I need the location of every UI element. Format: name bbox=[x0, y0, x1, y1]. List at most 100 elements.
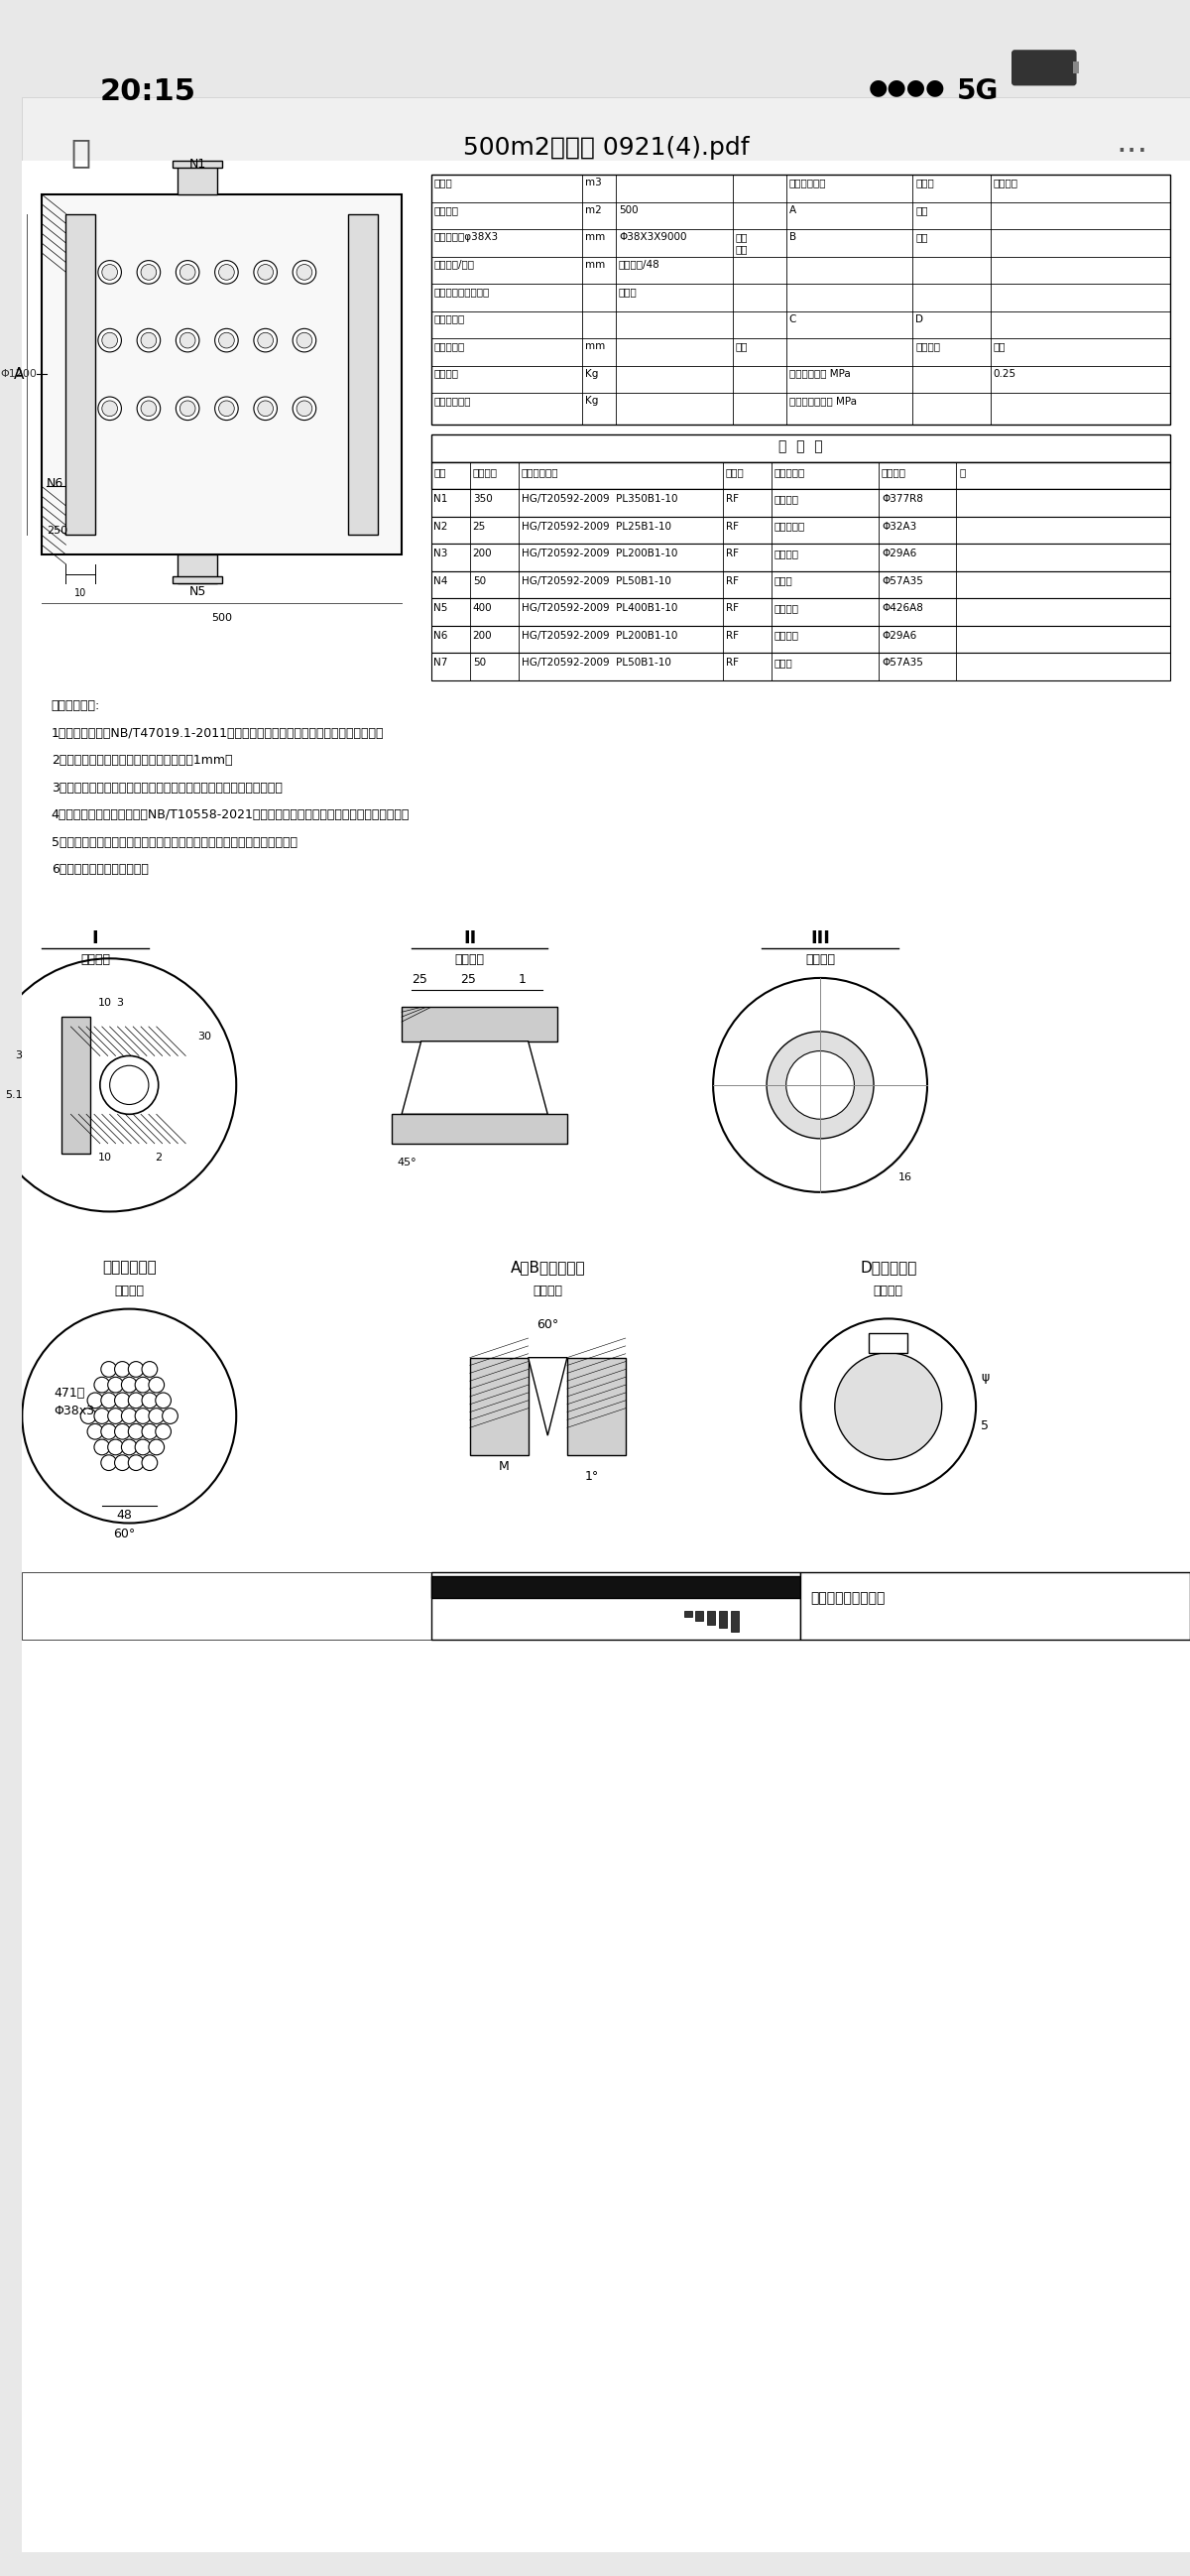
Bar bbox=[173, 577, 221, 585]
Circle shape bbox=[149, 1440, 164, 1455]
Text: 10: 10 bbox=[75, 587, 87, 598]
Text: 符号: 符号 bbox=[434, 466, 446, 477]
Text: HG/T20592-2009  PL400B1-10: HG/T20592-2009 PL400B1-10 bbox=[521, 603, 677, 613]
Circle shape bbox=[129, 1425, 144, 1440]
Text: 试验: 试验 bbox=[735, 340, 747, 350]
Text: 强度焊: 强度焊 bbox=[619, 286, 638, 296]
Circle shape bbox=[162, 1409, 177, 1425]
Circle shape bbox=[134, 1440, 151, 1455]
Circle shape bbox=[253, 397, 277, 420]
Text: 气密性试验压力 MPa: 气密性试验压力 MPa bbox=[789, 397, 857, 407]
Bar bbox=[402, 1007, 557, 1041]
Text: A、B类焊接接头: A、B类焊接接头 bbox=[511, 1260, 585, 1275]
Polygon shape bbox=[528, 1358, 568, 1435]
Text: 不按比例: 不按比例 bbox=[455, 953, 484, 966]
Text: HG/T20592-2009  PL50B1-10: HG/T20592-2009 PL50B1-10 bbox=[521, 577, 671, 585]
Circle shape bbox=[215, 397, 238, 420]
Bar bbox=[696, 1610, 703, 1620]
Text: N1: N1 bbox=[189, 157, 206, 170]
Text: 排污口: 排污口 bbox=[775, 657, 793, 667]
Text: 16: 16 bbox=[898, 1172, 912, 1182]
Text: A: A bbox=[14, 366, 24, 381]
Bar bbox=[431, 598, 1171, 626]
Circle shape bbox=[293, 397, 317, 420]
Text: 2: 2 bbox=[155, 1154, 162, 1162]
Text: 温度检测口: 温度检测口 bbox=[775, 520, 806, 531]
Text: 换热管规格φ38X3: 换热管规格φ38X3 bbox=[434, 232, 499, 242]
Text: Φ38X3X9000: Φ38X3X9000 bbox=[619, 232, 687, 242]
Circle shape bbox=[787, 1051, 854, 1118]
Polygon shape bbox=[402, 1041, 547, 1115]
Text: 简体: 简体 bbox=[915, 206, 928, 214]
Text: 30: 30 bbox=[198, 1030, 211, 1041]
Bar bbox=[707, 1610, 715, 1625]
Bar bbox=[431, 489, 1171, 518]
Text: HG/T20592-2009  PL200B1-10: HG/T20592-2009 PL200B1-10 bbox=[521, 549, 677, 559]
Circle shape bbox=[101, 1363, 117, 1378]
Circle shape bbox=[137, 260, 161, 283]
Text: 试验种类: 试验种类 bbox=[915, 340, 940, 350]
Circle shape bbox=[140, 332, 156, 348]
Text: Φ29A6: Φ29A6 bbox=[882, 549, 916, 559]
Text: 最大装载质量: 最大装载质量 bbox=[434, 397, 471, 407]
Bar bbox=[32, 175, 421, 585]
Text: 检测率: 检测率 bbox=[915, 178, 934, 188]
Text: N3: N3 bbox=[434, 549, 449, 559]
Circle shape bbox=[94, 1409, 109, 1425]
Text: RF: RF bbox=[726, 520, 739, 531]
Circle shape bbox=[129, 1455, 144, 1471]
Text: Φ32A3: Φ32A3 bbox=[882, 520, 916, 531]
Text: N5: N5 bbox=[189, 585, 206, 598]
Bar bbox=[392, 1115, 568, 1144]
Circle shape bbox=[215, 260, 238, 283]
Text: 管子与管板连接方式: 管子与管板连接方式 bbox=[434, 286, 489, 296]
Circle shape bbox=[140, 402, 156, 417]
Text: RF: RF bbox=[726, 603, 739, 613]
Text: N7: N7 bbox=[434, 657, 449, 667]
Text: 4、设备制作完毕，外表面按NB/T10558-2021《压力容器涂数与运输包装》规定涂刷底面漆。: 4、设备制作完毕，外表面按NB/T10558-2021《压力容器涂数与运输包装》… bbox=[51, 809, 409, 822]
Text: ＜: ＜ bbox=[70, 137, 90, 167]
Text: 500: 500 bbox=[212, 613, 232, 623]
Text: 500m2冷凝器 0921(4).pdf: 500m2冷凝器 0921(4).pdf bbox=[463, 137, 750, 160]
Text: Φ426A8: Φ426A8 bbox=[882, 603, 923, 613]
Text: 5: 5 bbox=[981, 1419, 989, 1432]
Text: 冷水进口: 冷水进口 bbox=[775, 495, 800, 505]
Circle shape bbox=[142, 1363, 157, 1378]
Circle shape bbox=[180, 332, 195, 348]
Text: Kg: Kg bbox=[584, 397, 597, 407]
Circle shape bbox=[176, 260, 199, 283]
Text: Φ1200: Φ1200 bbox=[0, 368, 37, 379]
Text: N6: N6 bbox=[434, 631, 449, 641]
Text: 50: 50 bbox=[472, 577, 486, 585]
Circle shape bbox=[296, 265, 312, 281]
Text: 1°: 1° bbox=[584, 1468, 599, 1481]
Circle shape bbox=[215, 330, 238, 353]
Circle shape bbox=[129, 1394, 144, 1409]
Text: II: II bbox=[463, 930, 476, 948]
Bar bbox=[23, 23, 1190, 98]
Text: ●●●●: ●●●● bbox=[869, 77, 946, 98]
Circle shape bbox=[108, 1440, 124, 1455]
Circle shape bbox=[142, 1394, 157, 1409]
Bar bbox=[431, 175, 1171, 425]
Text: 60°: 60° bbox=[113, 1528, 136, 1540]
Text: 换热管布管图: 换热管布管图 bbox=[102, 1260, 156, 1275]
Text: N5: N5 bbox=[434, 603, 449, 613]
Text: 10: 10 bbox=[98, 997, 112, 1007]
Text: 焊接接头类型: 焊接接头类型 bbox=[789, 178, 826, 188]
Circle shape bbox=[108, 1378, 124, 1394]
Text: 保温层材料: 保温层材料 bbox=[434, 314, 465, 325]
Text: 封头: 封头 bbox=[915, 232, 928, 242]
Circle shape bbox=[713, 979, 927, 1193]
Text: 容器自重: 容器自重 bbox=[434, 368, 458, 379]
Circle shape bbox=[129, 1363, 144, 1378]
Circle shape bbox=[134, 1378, 151, 1394]
Circle shape bbox=[156, 1394, 171, 1409]
Bar bbox=[431, 1577, 801, 1597]
Text: 接: 接 bbox=[959, 466, 965, 477]
Circle shape bbox=[140, 265, 156, 281]
Circle shape bbox=[293, 330, 317, 353]
Text: 471支: 471支 bbox=[55, 1386, 86, 1399]
Circle shape bbox=[296, 402, 312, 417]
Text: 不按比例: 不按比例 bbox=[114, 1285, 144, 1298]
